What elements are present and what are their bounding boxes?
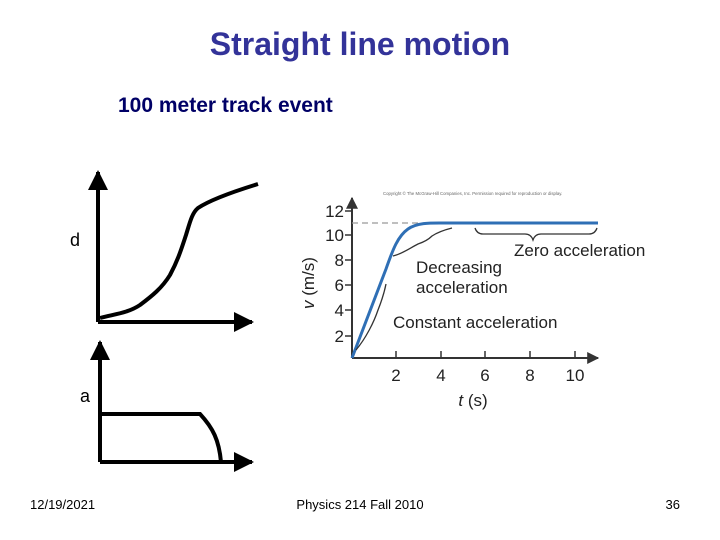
y-axis-title: v (m/s) [299, 257, 318, 309]
a-label: a [80, 386, 91, 406]
x-axis-title: t (s) [458, 391, 487, 410]
footer-date: 12/19/2021 [30, 497, 96, 512]
distance-sketch: d [70, 170, 259, 332]
distance-curve [99, 182, 259, 320]
constant-acceleration-brace [355, 283, 387, 351]
d-label: d [70, 230, 80, 250]
y-tick-label: 4 [335, 301, 344, 320]
acceleration-curve [102, 412, 223, 463]
x-tick-marks [395, 351, 576, 358]
x-tick-label: 2 [391, 366, 400, 385]
x-tick-label: 4 [436, 366, 445, 385]
footer-course: Physics 214 Fall 2010 [296, 497, 424, 512]
decreasing-acceleration-label-line2: acceleration [416, 278, 508, 297]
decreasing-acceleration-brace [392, 227, 453, 257]
slide-subtitle: 100 meter track event [118, 94, 333, 117]
x-tick-label: 6 [480, 366, 489, 385]
y-tick-label: 8 [335, 251, 344, 270]
y-tick-label: 6 [335, 276, 344, 295]
x-axis-unit: (s) [468, 391, 488, 410]
decreasing-acceleration-label: Decreasing [416, 258, 502, 277]
acceleration-sketch: a [80, 340, 254, 472]
velocity-time-graph: Copyright © The McGraw-Hill Companies, I… [299, 191, 645, 410]
y-tick-label: 2 [335, 327, 344, 346]
velocity-curve [350, 221, 598, 359]
zero-acceleration-label: Zero acceleration [514, 241, 645, 260]
x-tick-label: 10 [566, 366, 585, 385]
x-axis-variable: t [458, 391, 464, 410]
slide-title: Straight line motion [209, 26, 511, 62]
y-tick-marks [345, 210, 352, 337]
y-tick-label: 12 [325, 202, 344, 221]
constant-acceleration-label: Constant acceleration [393, 313, 557, 332]
y-tick-label: 10 [325, 226, 344, 245]
x-tick-label: 8 [525, 366, 534, 385]
y-axis-variable: v [299, 299, 318, 309]
footer-page-number: 36 [665, 497, 680, 512]
zero-acceleration-brace [474, 227, 598, 243]
y-axis-unit: (m/s) [299, 257, 318, 296]
copyright-notice: Copyright © The McGraw-Hill Companies, I… [383, 191, 562, 196]
